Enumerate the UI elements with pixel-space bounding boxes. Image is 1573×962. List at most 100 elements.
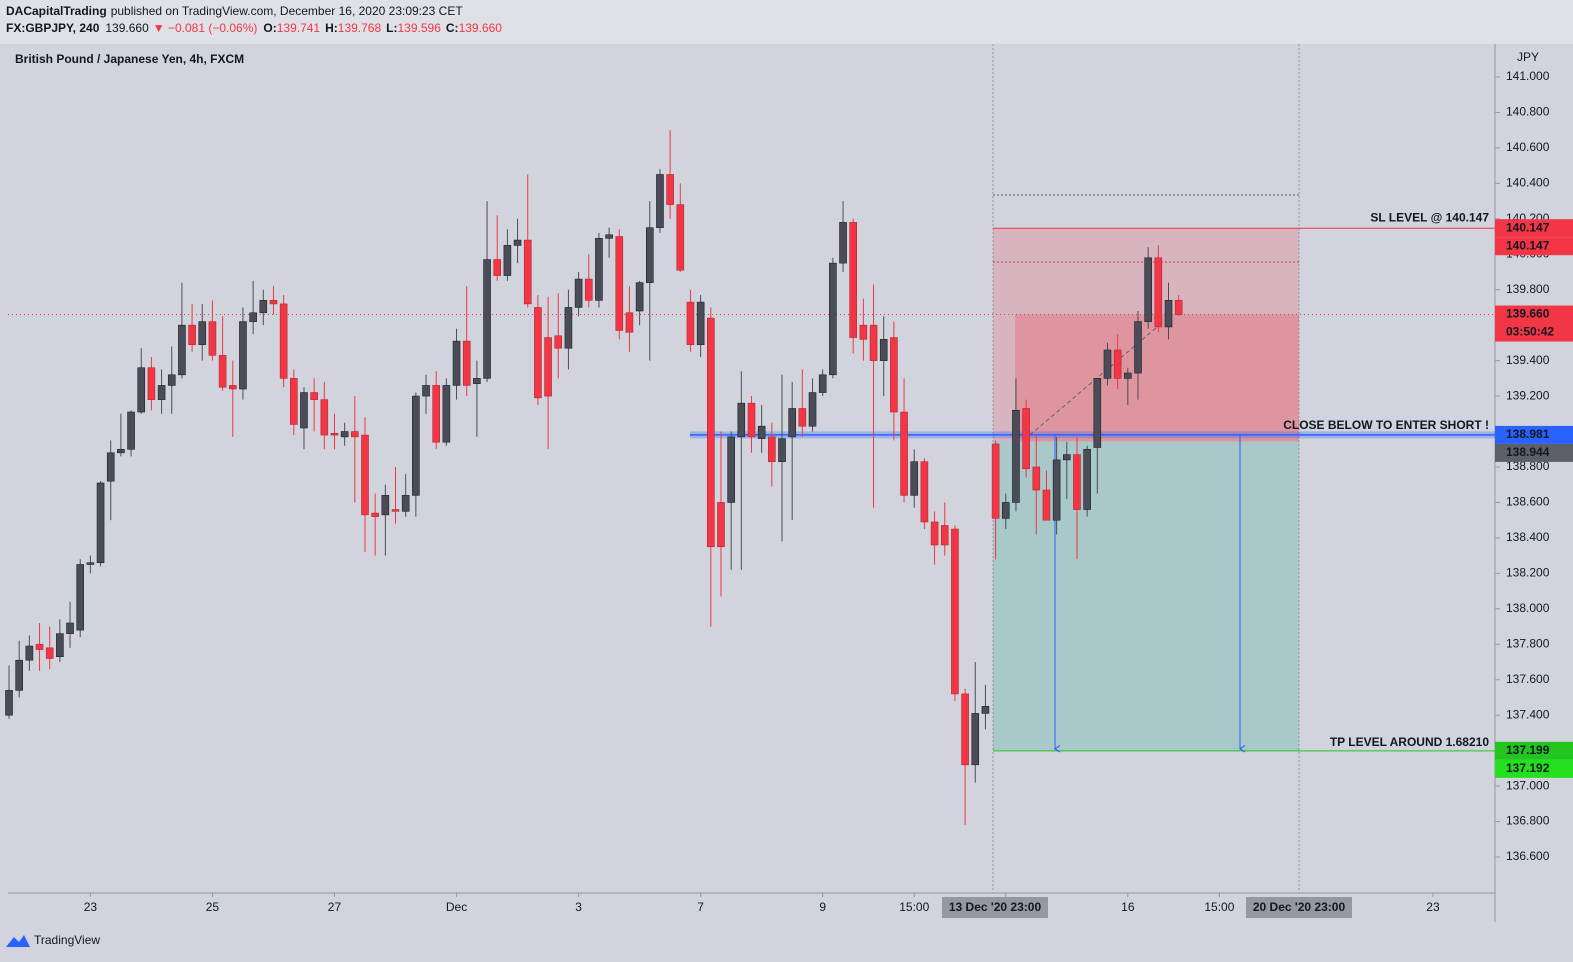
candle-body [361, 434, 369, 516]
candle-body [727, 436, 735, 503]
candle-body [523, 239, 532, 305]
candle-body [1012, 409, 1020, 503]
y-tick-label: 137.000 [1506, 778, 1550, 792]
ohlc-key: C: [446, 21, 459, 35]
candle-body [422, 385, 430, 397]
ohlc-value: 139.660 [459, 21, 503, 35]
candle-body [991, 443, 1000, 519]
candle-body [808, 392, 817, 427]
annotation: TP LEVEL AROUND 1.68210 [1330, 735, 1489, 749]
y-tick-label: 136.600 [1506, 849, 1550, 863]
y-tick-label: 139.800 [1506, 282, 1550, 296]
candle-body [188, 324, 196, 345]
y-tick-label: 137.400 [1506, 707, 1550, 721]
candle-body [635, 282, 644, 312]
price-marker-label: 139.660 [1506, 307, 1550, 321]
price-marker [1495, 305, 1573, 324]
time-marker [1246, 897, 1352, 918]
y-tick-label: 140.800 [1506, 105, 1550, 119]
candle-body [1164, 300, 1173, 328]
candle-body [1134, 321, 1142, 374]
y-tick-label: 136.800 [1506, 814, 1550, 828]
candle-body [157, 385, 166, 400]
candle-body [625, 312, 634, 333]
y-tick-label: 138.200 [1506, 566, 1550, 580]
annotation: CLOSE BELOW TO ENTER SHORT ! [1283, 418, 1489, 432]
candle-body [1042, 489, 1051, 521]
y-tick-label: 141.000 [1506, 69, 1550, 83]
candle-body [839, 222, 847, 264]
candle-body [1144, 257, 1152, 322]
x-tick-label: 23 [1426, 900, 1440, 914]
candle-body [1124, 372, 1132, 379]
ohlc-key: O: [263, 21, 276, 35]
candle-body [890, 337, 898, 413]
candle-body [249, 312, 257, 322]
plot-area [8, 44, 1495, 893]
price-marker-label: 137.192 [1506, 761, 1550, 775]
x-tick-label: 27 [328, 900, 342, 914]
candle-body [829, 262, 837, 376]
candle-body [147, 367, 156, 400]
candle-body [290, 378, 298, 425]
y-tick-label: 139.200 [1506, 388, 1550, 402]
candle-body [391, 509, 400, 512]
candle-body [401, 495, 410, 512]
x-tick-label: 3 [575, 900, 582, 914]
candle-body [1113, 349, 1122, 379]
candle-body [707, 317, 715, 548]
candle-body [493, 259, 502, 276]
time-marker [942, 897, 1048, 918]
candle-body [483, 259, 491, 379]
candle-body [1063, 454, 1071, 461]
candle-body [859, 324, 868, 340]
symbol: FX:GBPJPY, 240 [6, 21, 100, 35]
candle-body [340, 431, 349, 438]
candle-body [798, 408, 807, 427]
candle-body [5, 690, 13, 716]
candle-body [259, 300, 268, 314]
candle-body [137, 367, 146, 413]
candle-body [951, 528, 959, 695]
candle-body [595, 238, 603, 301]
candle-body [279, 303, 288, 379]
candle-body [768, 436, 776, 462]
candle-body [747, 402, 756, 438]
candle-body [900, 411, 908, 496]
candle-body [86, 562, 95, 565]
ohlc-key: L: [386, 21, 397, 35]
x-tick-label: 7 [697, 900, 704, 914]
x-tick-label: 15:00 [1204, 900, 1234, 914]
candle-body [564, 307, 573, 349]
candle-body [35, 643, 44, 650]
ohlc-value: 139.741 [277, 21, 321, 35]
candle-body [1022, 408, 1030, 470]
price-marker-label: 138.944 [1506, 445, 1550, 459]
candle-body [930, 521, 939, 546]
x-tick-label: Dec [446, 900, 467, 914]
candle-body [1001, 502, 1010, 519]
candle-body [228, 385, 237, 390]
ohlc-value: 139.596 [398, 21, 442, 35]
candle-body [778, 438, 786, 462]
candle-body [645, 227, 654, 283]
footer-bar [0, 922, 1573, 962]
candle-body [1174, 300, 1183, 315]
y-tick-label: 140.600 [1506, 140, 1550, 154]
candle-body [666, 174, 674, 205]
candle-body [310, 392, 318, 400]
price-marker-label: 137.199 [1506, 743, 1550, 757]
annotation: SL LEVEL @ 140.147 [1370, 210, 1489, 224]
time-marker-label: 13 Dec '20 23:00 [949, 900, 1042, 914]
candle-body [1073, 454, 1081, 510]
candle-body [737, 402, 746, 438]
candle-body [300, 392, 308, 429]
price-marker-label: 140.147 [1506, 220, 1550, 234]
candle-body [503, 245, 512, 276]
candle-body [106, 452, 115, 482]
candle-body [584, 278, 593, 301]
candle-body [676, 204, 685, 271]
currency: JPY [1517, 50, 1539, 64]
price-marker [1495, 443, 1573, 462]
